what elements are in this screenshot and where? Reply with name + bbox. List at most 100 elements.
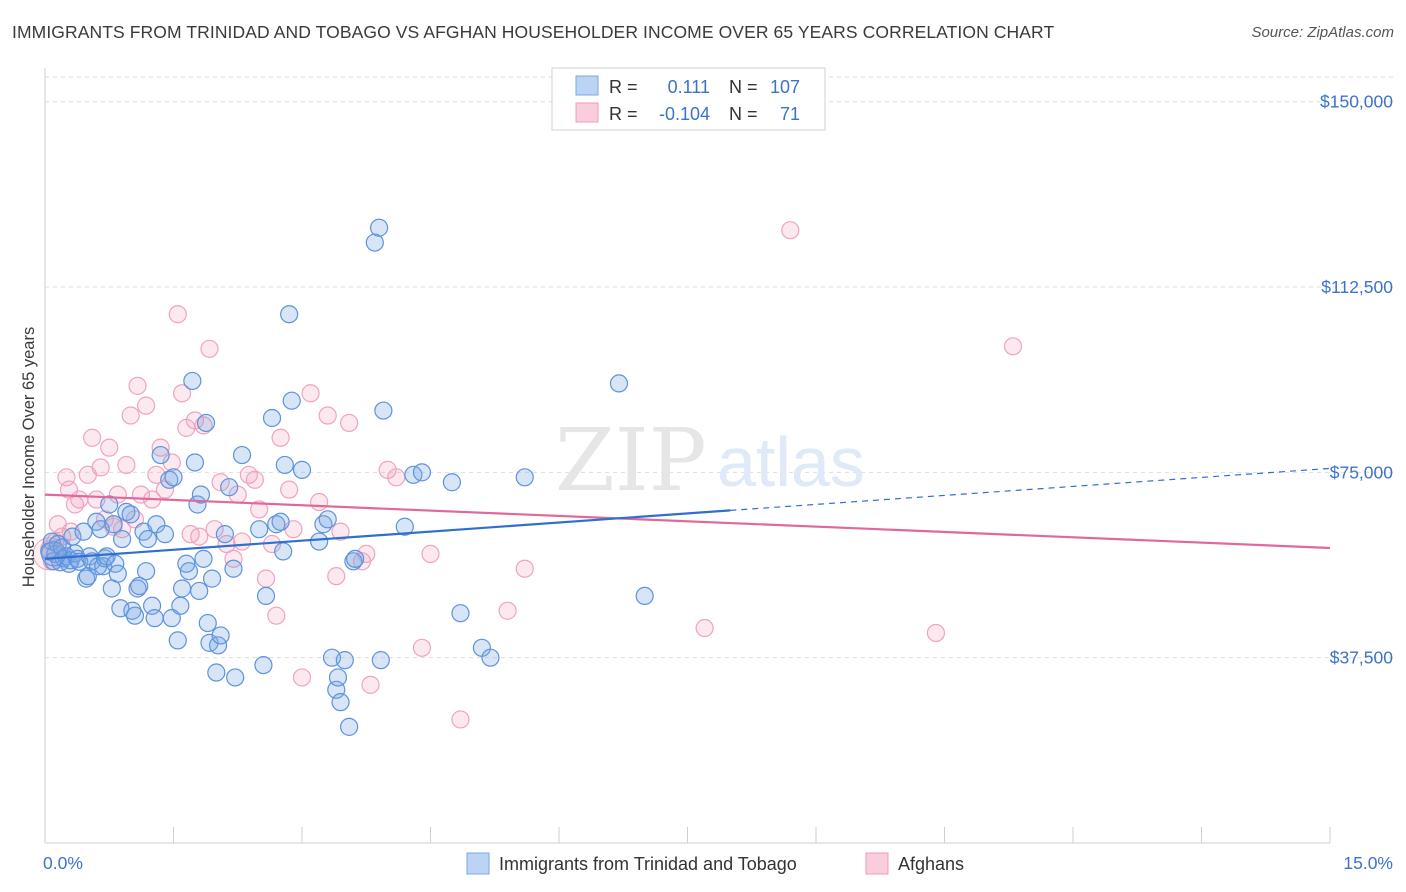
point-pink-18 <box>112 520 132 539</box>
trend-line-trinidad <box>44 509 731 560</box>
x-tick-label-right: 15.0% <box>1343 853 1393 873</box>
point-pink-31 <box>172 384 192 403</box>
axes <box>44 68 1331 844</box>
series-legend: Immigrants from Trinidad and Tobago Afgh… <box>466 852 964 875</box>
trend-line-afghans <box>44 493 1331 550</box>
point-blue-67 <box>211 626 230 645</box>
legend-r-label-blue: R = <box>609 77 638 97</box>
point-blue-92 <box>340 717 359 736</box>
point-pink-13 <box>91 458 110 477</box>
point-blue-46 <box>155 525 175 544</box>
watermark-zip: ZIP <box>555 411 707 511</box>
point-blue-94 <box>346 549 365 568</box>
point-blue-35 <box>123 601 142 620</box>
point-blue-83 <box>292 460 312 479</box>
point-blue-72 <box>232 445 252 465</box>
point-blue-38 <box>130 576 149 596</box>
legend-n-label-pink: N = <box>729 104 758 124</box>
point-blue-86 <box>318 510 337 529</box>
point-pink-68 <box>498 601 517 620</box>
point-blue-84 <box>310 532 329 551</box>
point-blue-105 <box>481 648 500 667</box>
point-pink-35 <box>190 527 209 546</box>
point-blue-71 <box>226 668 245 687</box>
point-blue-101 <box>412 463 432 482</box>
point-pink-11 <box>83 428 102 447</box>
point-blue-106 <box>515 468 534 487</box>
point-blue-103 <box>451 604 470 623</box>
point-blue-107 <box>609 374 629 393</box>
x-tick-label-left: 0.0% <box>43 853 83 873</box>
point-blue-98 <box>374 401 393 420</box>
point-blue-43 <box>145 609 164 628</box>
point-blue-51 <box>171 596 190 615</box>
point-pink-57 <box>327 567 346 586</box>
point-pink-37 <box>200 339 219 358</box>
point-blue-89 <box>328 668 348 687</box>
point-pink-19 <box>117 455 136 475</box>
watermark: ZIP atlas <box>555 411 865 511</box>
point-pink-65 <box>412 638 432 657</box>
trend-lines <box>44 467 1331 560</box>
point-pink-22 <box>128 376 147 395</box>
point-pink-9 <box>70 490 89 509</box>
point-blue-50 <box>168 631 187 650</box>
point-pink-72 <box>926 623 946 643</box>
point-pink-28 <box>155 480 175 499</box>
point-blue-64 <box>202 569 222 588</box>
trend-line-trinidad-extension <box>730 467 1331 512</box>
legend-r-value-pink: -0.104 <box>659 104 710 124</box>
point-blue-36 <box>125 606 145 625</box>
point-pink-34 <box>185 411 205 430</box>
legend-n-value-blue: 107 <box>770 77 800 97</box>
point-pink-29 <box>162 453 181 472</box>
point-blue-48 <box>162 609 181 628</box>
point-pink-66 <box>421 544 440 563</box>
point-pink-15 <box>100 438 119 457</box>
legend-n-value-pink: 71 <box>780 104 800 124</box>
point-blue-70 <box>224 559 243 578</box>
point-pink-38 <box>205 520 224 539</box>
point-pink-53 <box>292 668 312 687</box>
point-pink-59 <box>340 413 359 433</box>
point-pink-30 <box>168 305 187 324</box>
point-blue-80 <box>275 455 294 475</box>
point-blue-68 <box>215 525 234 544</box>
point-pink-45 <box>245 470 264 489</box>
point-pink-56 <box>318 406 337 425</box>
point-blue-78 <box>271 512 290 531</box>
point-blue-73 <box>250 520 269 539</box>
point-blue-99 <box>395 517 414 536</box>
legend-r-label-pink: R = <box>609 104 638 124</box>
point-blue-52 <box>172 579 192 598</box>
point-blue-108 <box>635 586 654 606</box>
chart-title: IMMIGRANTS FROM TRINIDAD AND TOBAGO VS A… <box>12 22 1055 42</box>
point-pink-62 <box>361 675 380 694</box>
point-pink-44 <box>239 465 258 484</box>
point-blue-91 <box>335 651 354 670</box>
point-blue-28 <box>104 515 123 534</box>
point-pink-39 <box>211 473 230 492</box>
point-pink-24 <box>136 396 156 415</box>
point-pink-55 <box>310 492 329 512</box>
point-blue-30 <box>108 564 127 583</box>
point-pink-20 <box>121 406 140 425</box>
point-blue-65 <box>207 663 226 682</box>
point-blue-96 <box>370 218 389 237</box>
point-blue-34 <box>121 505 140 524</box>
point-pink-58 <box>331 522 350 541</box>
point-pink-41 <box>224 549 243 568</box>
point-blue-95 <box>365 233 384 252</box>
source-credit: Source: ZipAtlas.com <box>1251 24 1394 41</box>
point-pink-67 <box>451 710 470 729</box>
y-tick-label-2: $112,500 <box>1321 277 1393 297</box>
legend-n-label-blue: N = <box>729 77 758 97</box>
point-blue-26 <box>100 495 119 514</box>
point-pink-73 <box>1003 337 1023 356</box>
point-blue-45 <box>151 445 170 465</box>
legend-r-value-blue: 0.111 <box>668 77 710 97</box>
point-pink-36 <box>194 416 213 435</box>
point-pink-46 <box>250 500 269 519</box>
point-blue-76 <box>262 408 282 428</box>
